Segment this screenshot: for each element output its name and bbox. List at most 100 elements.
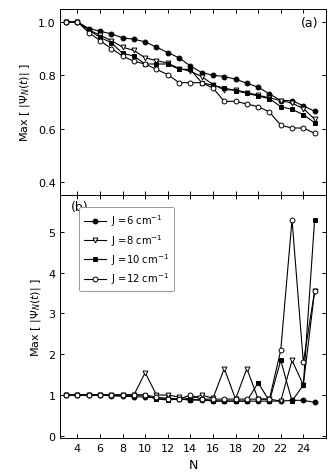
J =8 cm$^{-1}$	[143, 370, 147, 376]
J =8 cm$^{-1}$	[98, 392, 102, 398]
J =10 cm$^{-1}$	[109, 392, 113, 398]
J =6 cm$^{-1}$	[132, 394, 136, 400]
J =8 cm$^{-1}$	[155, 392, 159, 398]
J =8 cm$^{-1}$	[188, 397, 193, 402]
J =12 cm$^{-1}$	[279, 347, 283, 353]
J =12 cm$^{-1}$	[109, 392, 113, 398]
Text: (b): (b)	[71, 200, 89, 214]
J =6 cm$^{-1}$	[87, 392, 91, 398]
J =12 cm$^{-1}$	[188, 392, 193, 398]
J =12 cm$^{-1}$	[200, 397, 204, 402]
J =12 cm$^{-1}$	[75, 392, 79, 398]
J =10 cm$^{-1}$	[132, 392, 136, 398]
J =8 cm$^{-1}$	[64, 392, 68, 398]
J =6 cm$^{-1}$	[188, 397, 193, 403]
J =6 cm$^{-1}$	[166, 396, 170, 401]
Legend: J =6 cm$^{-1}$, J =8 cm$^{-1}$, J =10 cm$^{-1}$, J =12 cm$^{-1}$: J =6 cm$^{-1}$, J =8 cm$^{-1}$, J =10 cm…	[79, 208, 174, 292]
J =12 cm$^{-1}$	[256, 397, 260, 402]
J =12 cm$^{-1}$	[98, 392, 102, 398]
J =10 cm$^{-1}$	[64, 392, 68, 398]
J =8 cm$^{-1}$	[222, 366, 226, 372]
J =12 cm$^{-1}$	[64, 392, 68, 398]
J =6 cm$^{-1}$	[143, 395, 147, 400]
J =6 cm$^{-1}$	[177, 397, 181, 402]
J =6 cm$^{-1}$	[200, 397, 204, 403]
X-axis label: N: N	[188, 458, 198, 471]
J =6 cm$^{-1}$	[245, 398, 249, 404]
J =6 cm$^{-1}$	[109, 393, 113, 399]
Y-axis label: Max [ |$Ψ_N(t)$| ]: Max [ |$Ψ_N(t)$| ]	[18, 63, 32, 142]
Line: J =6 cm$^{-1}$: J =6 cm$^{-1}$	[64, 393, 317, 405]
J =12 cm$^{-1}$	[234, 397, 238, 402]
J =6 cm$^{-1}$	[98, 392, 102, 398]
J =12 cm$^{-1}$	[290, 218, 294, 223]
J =10 cm$^{-1}$	[211, 398, 215, 404]
J =12 cm$^{-1}$	[143, 392, 147, 398]
J =8 cm$^{-1}$	[109, 392, 113, 398]
J =12 cm$^{-1}$	[155, 395, 159, 400]
J =6 cm$^{-1}$	[222, 398, 226, 404]
J =10 cm$^{-1}$	[177, 397, 181, 402]
J =12 cm$^{-1}$	[267, 397, 271, 402]
J =8 cm$^{-1}$	[312, 288, 317, 294]
J =10 cm$^{-1}$	[290, 398, 294, 404]
J =6 cm$^{-1}$	[155, 395, 159, 401]
J =10 cm$^{-1}$	[98, 392, 102, 398]
J =8 cm$^{-1}$	[245, 366, 249, 372]
Y-axis label: Max [ |$Ψ_N(t)$| ]: Max [ |$Ψ_N(t)$| ]	[29, 278, 43, 356]
J =10 cm$^{-1}$	[75, 392, 79, 398]
J =8 cm$^{-1}$	[267, 397, 271, 402]
J =10 cm$^{-1}$	[87, 392, 91, 398]
J =6 cm$^{-1}$	[312, 400, 317, 406]
J =12 cm$^{-1}$	[312, 288, 317, 294]
J =6 cm$^{-1}$	[267, 398, 271, 404]
J =12 cm$^{-1}$	[211, 397, 215, 402]
J =10 cm$^{-1}$	[301, 382, 305, 388]
J =10 cm$^{-1}$	[256, 380, 260, 386]
J =10 cm$^{-1}$	[267, 398, 271, 404]
J =12 cm$^{-1}$	[87, 392, 91, 398]
Line: J =8 cm$^{-1}$: J =8 cm$^{-1}$	[64, 289, 317, 404]
J =6 cm$^{-1}$	[279, 398, 283, 404]
J =6 cm$^{-1}$	[121, 394, 125, 399]
J =6 cm$^{-1}$	[290, 397, 294, 403]
J =8 cm$^{-1}$	[301, 382, 305, 388]
J =10 cm$^{-1}$	[155, 397, 159, 402]
J =8 cm$^{-1}$	[279, 398, 283, 404]
J =6 cm$^{-1}$	[234, 398, 238, 404]
J =6 cm$^{-1}$	[256, 398, 260, 404]
J =12 cm$^{-1}$	[121, 392, 125, 398]
J =10 cm$^{-1}$	[188, 397, 193, 403]
J =8 cm$^{-1}$	[166, 392, 170, 398]
J =8 cm$^{-1}$	[211, 396, 215, 401]
Line: J =12 cm$^{-1}$: J =12 cm$^{-1}$	[64, 218, 317, 402]
J =8 cm$^{-1}$	[75, 392, 79, 398]
J =8 cm$^{-1}$	[87, 392, 91, 398]
J =8 cm$^{-1}$	[132, 392, 136, 398]
J =8 cm$^{-1}$	[177, 395, 181, 400]
J =10 cm$^{-1}$	[222, 398, 226, 404]
J =12 cm$^{-1}$	[177, 397, 181, 402]
J =10 cm$^{-1}$	[200, 397, 204, 402]
J =12 cm$^{-1}$	[132, 392, 136, 398]
J =10 cm$^{-1}$	[279, 358, 283, 364]
J =10 cm$^{-1}$	[245, 398, 249, 404]
J =10 cm$^{-1}$	[166, 397, 170, 403]
J =8 cm$^{-1}$	[290, 358, 294, 364]
J =6 cm$^{-1}$	[301, 397, 305, 403]
Text: (a): (a)	[300, 17, 318, 30]
J =6 cm$^{-1}$	[75, 392, 79, 398]
J =8 cm$^{-1}$	[200, 392, 204, 398]
J =6 cm$^{-1}$	[64, 392, 68, 398]
J =12 cm$^{-1}$	[245, 397, 249, 402]
J =12 cm$^{-1}$	[166, 397, 170, 402]
J =8 cm$^{-1}$	[256, 397, 260, 402]
J =12 cm$^{-1}$	[301, 360, 305, 366]
J =10 cm$^{-1}$	[121, 392, 125, 398]
J =6 cm$^{-1}$	[211, 398, 215, 404]
J =10 cm$^{-1}$	[234, 398, 238, 404]
J =10 cm$^{-1}$	[312, 218, 317, 223]
J =8 cm$^{-1}$	[121, 392, 125, 398]
J =8 cm$^{-1}$	[234, 397, 238, 402]
J =12 cm$^{-1}$	[222, 397, 226, 402]
